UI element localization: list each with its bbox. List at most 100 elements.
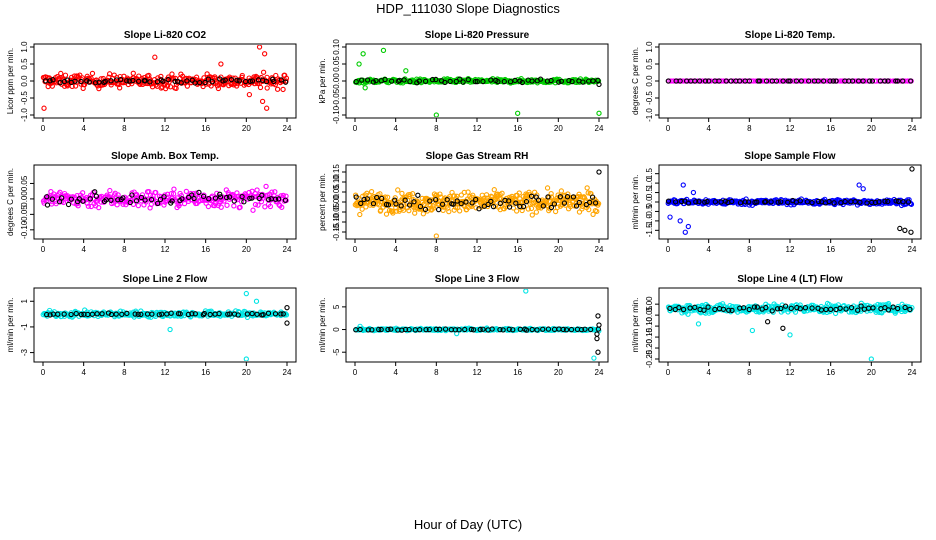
data-point-all	[586, 206, 592, 213]
data-point-hourly	[231, 198, 237, 204]
data-point-hourly	[406, 202, 413, 208]
data-point-hourly	[510, 327, 516, 333]
data-point-all	[766, 78, 772, 84]
panel-3: Slope Li-820 Temp. 0 4 8 12 16 20 24 -1.0 -0.5 0.0…	[631, 30, 922, 133]
data-point-hourly	[705, 304, 711, 310]
data-point-hourly	[902, 304, 908, 311]
data-point-hourly	[842, 198, 848, 205]
data-point-all	[139, 192, 146, 198]
data-point-all	[792, 309, 799, 315]
data-point-hourly	[259, 192, 265, 198]
y-tick-label: 1.5	[645, 168, 654, 180]
data-point-hourly	[64, 77, 71, 83]
data-point-hourly	[86, 79, 92, 85]
data-point-all	[491, 187, 497, 193]
outlier-point-all	[253, 298, 260, 304]
data-point-all	[571, 203, 578, 209]
data-point-hourly	[113, 311, 119, 317]
x-tick-label: 20	[242, 124, 251, 133]
data-point-all	[685, 311, 691, 317]
y-axis-label: kPa per min.	[318, 59, 327, 104]
data-point-all	[253, 73, 259, 80]
panel-title: Slope Line 2 Flow	[123, 274, 208, 285]
data-point-hourly	[696, 78, 703, 84]
figure-title: HDP_111030 Slope Diagnostics	[376, 1, 560, 16]
data-point-hourly	[751, 304, 758, 310]
data-point-hourly	[138, 311, 144, 317]
data-point-hourly	[534, 327, 540, 333]
data-point-all	[590, 211, 596, 217]
data-point-hourly	[473, 196, 479, 203]
y-tick-label: -0.10	[332, 212, 341, 231]
y-tick-label: -0.5	[645, 91, 654, 105]
data-point-hourly	[278, 311, 284, 317]
data-point-all	[420, 211, 427, 217]
x-tick-label: 24	[595, 245, 604, 254]
data-point-hourly	[382, 76, 388, 83]
data-point-hourly	[207, 311, 213, 318]
data-point-hourly	[278, 77, 284, 83]
data-point-hourly	[497, 200, 503, 206]
data-point-hourly	[228, 76, 235, 83]
y-axis-label: ml/min per min.	[318, 298, 327, 353]
data-point-all	[250, 207, 256, 213]
data-point-hourly	[828, 306, 834, 312]
data-point-hourly	[148, 196, 155, 203]
x-tick-label: 4	[393, 368, 398, 377]
data-point-hourly	[809, 199, 815, 206]
panel-title: Slope Li-820 Temp.	[745, 30, 836, 41]
data-point-hourly	[728, 78, 734, 84]
data-point-hourly	[177, 311, 183, 317]
x-tick-label: 4	[706, 368, 711, 377]
data-point-all	[218, 204, 224, 210]
y-axis-label: percent per min.	[318, 173, 327, 231]
data-point-all	[263, 183, 269, 190]
data-point-hourly	[226, 194, 233, 200]
data-point-all	[473, 205, 479, 211]
data-point-hourly	[263, 78, 270, 85]
y-tick-label: -0.5	[20, 91, 29, 105]
data-point-hourly	[417, 327, 423, 333]
points-group	[352, 47, 602, 117]
data-point-hourly	[512, 77, 518, 84]
data-point-hourly	[378, 326, 384, 333]
data-point-hourly	[843, 306, 849, 312]
data-point-hourly	[815, 78, 821, 84]
data-point-hourly	[78, 78, 84, 85]
data-point-all	[529, 212, 535, 218]
x-tick-label: 16	[201, 245, 210, 254]
y-tick-label: -5	[332, 348, 341, 356]
data-point-hourly	[568, 326, 575, 333]
data-point-all	[383, 211, 390, 217]
data-point-hourly	[506, 204, 513, 210]
data-point-hourly	[907, 306, 913, 313]
outlier-point-hourly	[594, 335, 600, 342]
data-point-hourly	[169, 198, 175, 204]
y-tick-label: -0.05	[645, 305, 654, 324]
data-point-hourly	[495, 78, 501, 85]
x-tick-label: 8	[434, 124, 439, 133]
data-point-hourly	[282, 197, 289, 203]
data-point-hourly	[201, 310, 207, 317]
data-point-all	[594, 208, 600, 215]
data-point-all	[106, 71, 113, 77]
data-point-hourly	[573, 203, 580, 209]
data-point-all	[254, 187, 260, 193]
data-point-hourly	[156, 312, 162, 318]
data-point-hourly	[472, 78, 478, 85]
data-point-hourly	[50, 77, 56, 83]
x-tick-label: 8	[122, 124, 127, 133]
data-point-hourly	[402, 197, 408, 203]
data-point-hourly	[417, 203, 424, 210]
outlier-point-all	[256, 45, 263, 50]
x-tick-label: 12	[161, 245, 170, 254]
data-point-hourly	[373, 77, 379, 84]
y-tick-label: 0.5	[645, 58, 654, 70]
outlier-point-all	[680, 182, 686, 188]
data-point-hourly	[561, 200, 568, 206]
panel-title: Slope Line 3 Flow	[435, 274, 520, 285]
outlier-point-all	[433, 112, 439, 117]
data-point-hourly	[73, 310, 79, 317]
data-point-hourly	[138, 194, 145, 201]
